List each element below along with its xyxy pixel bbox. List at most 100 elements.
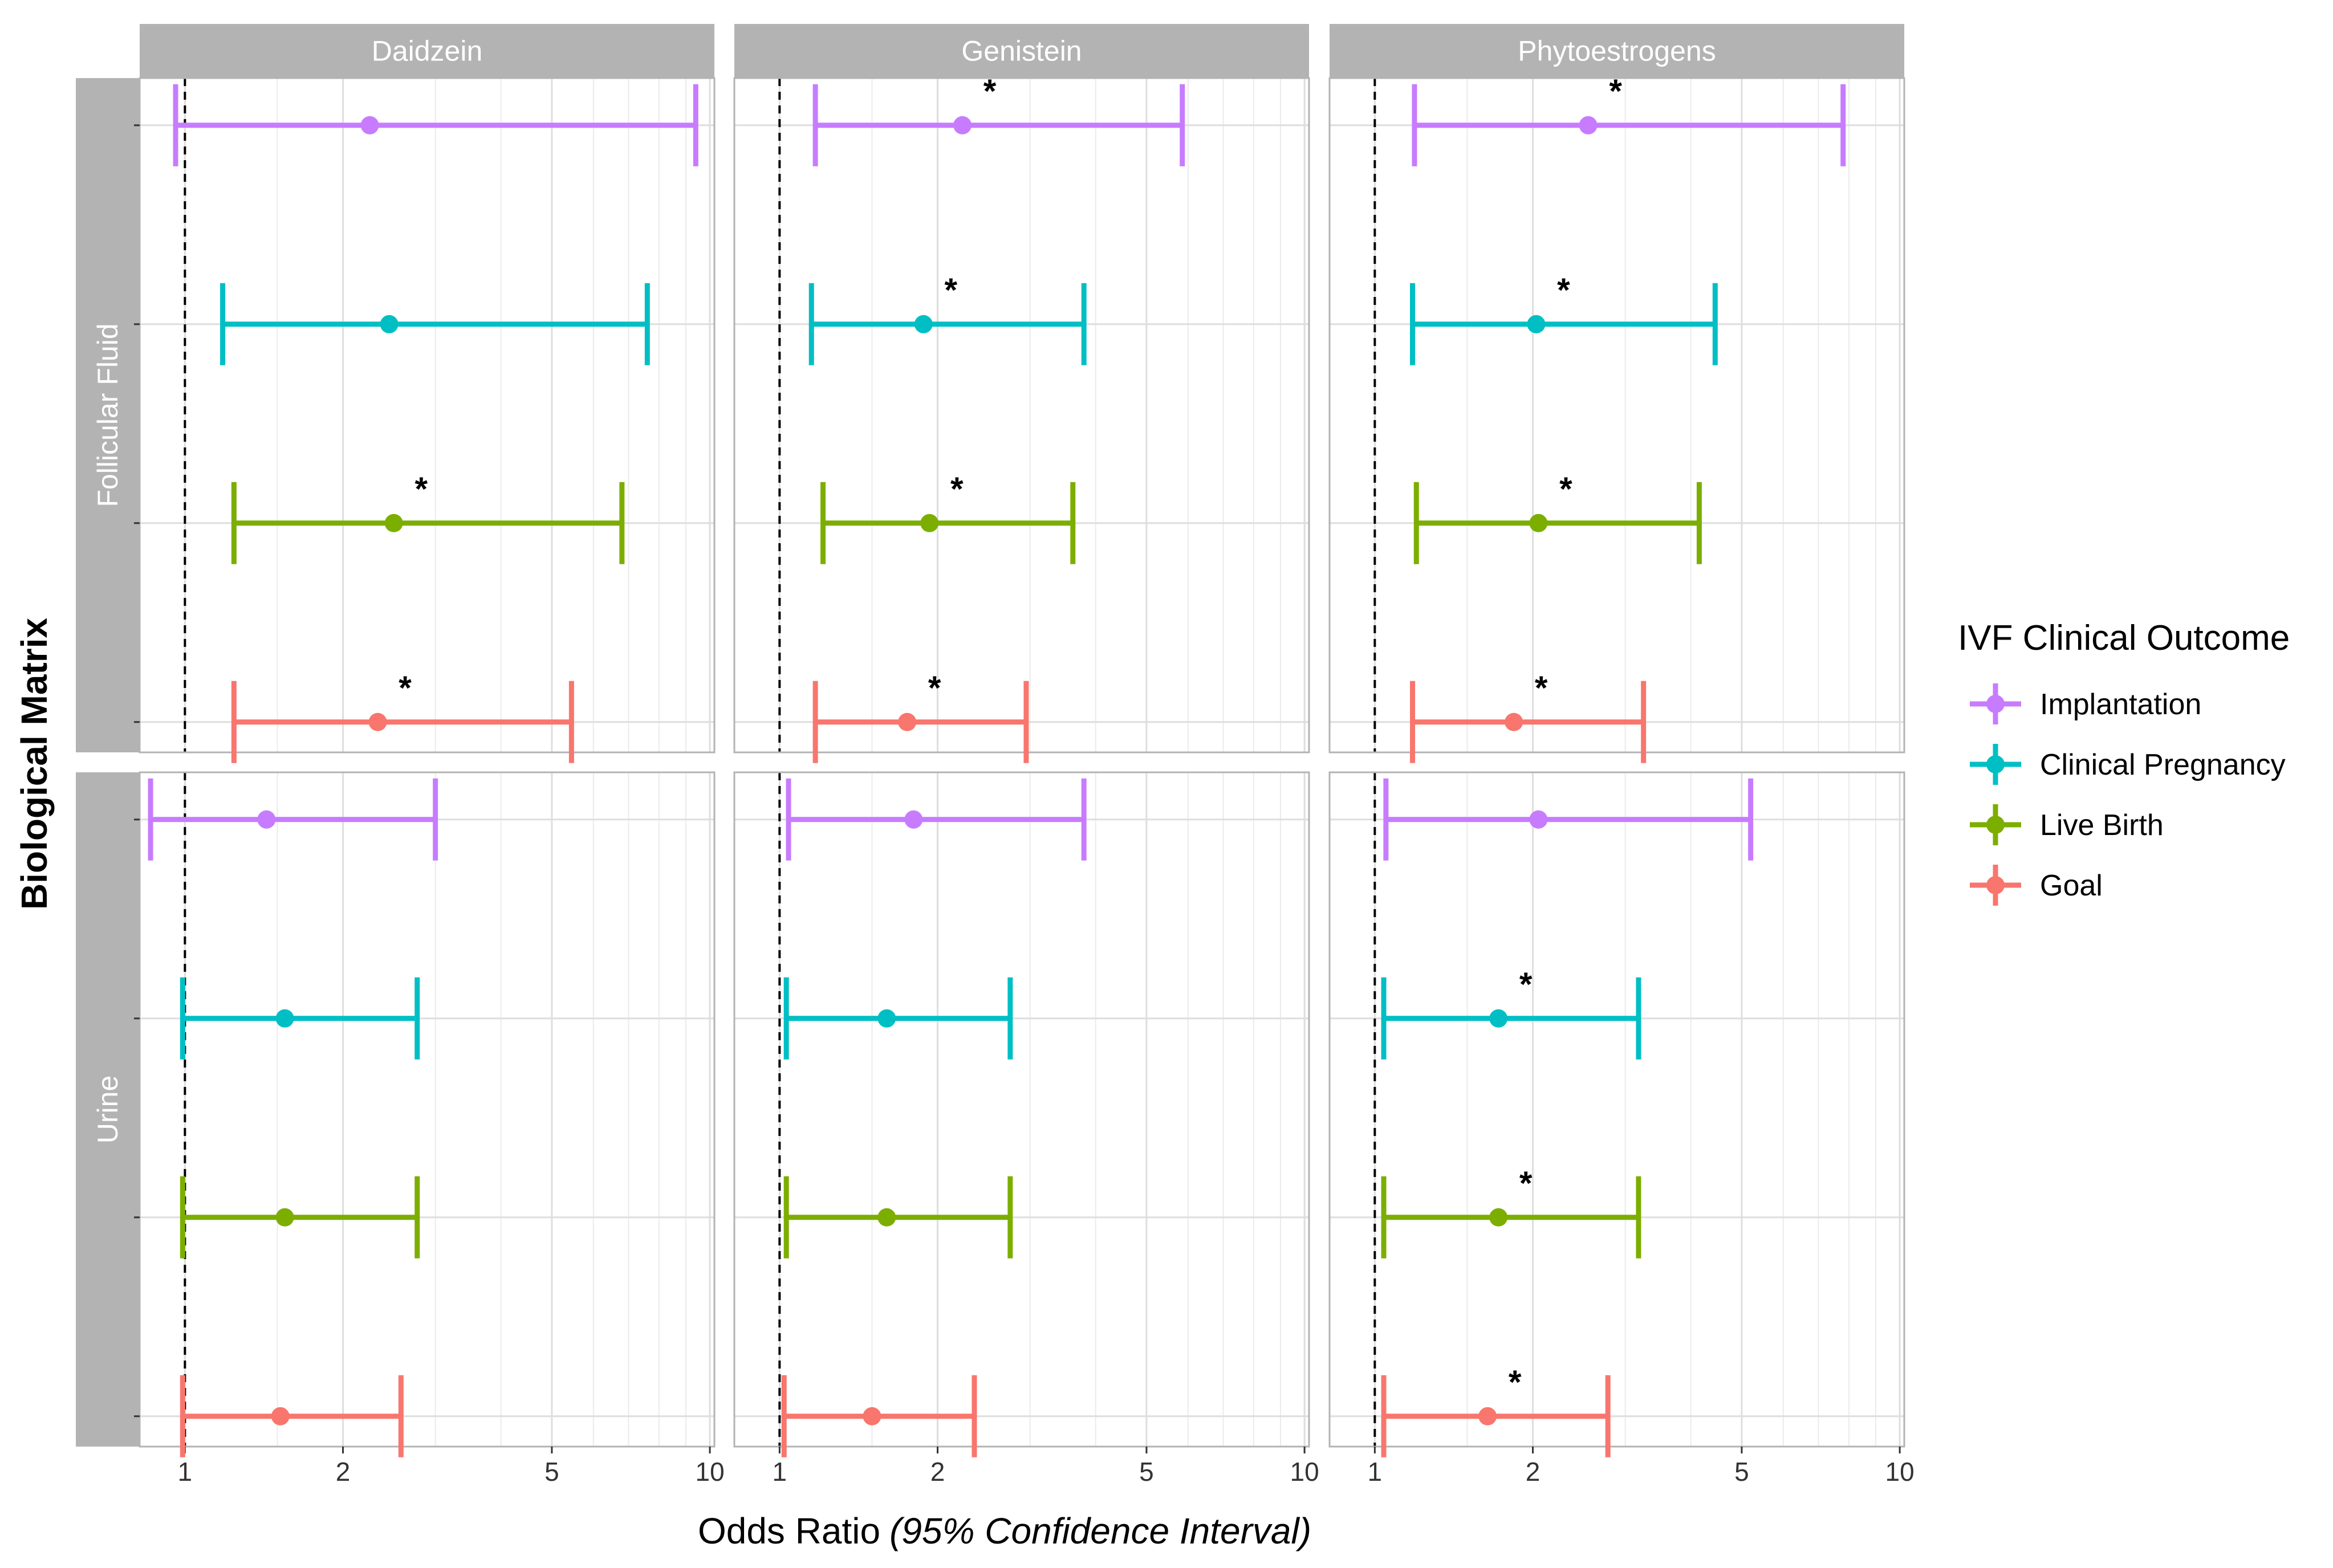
estimate-urine-genistein-goal (781, 1375, 977, 1457)
point-estimate (380, 315, 399, 333)
x-tick-label: 10 (1885, 1457, 1914, 1486)
point-estimate (271, 1407, 290, 1426)
row-strip-bg (76, 78, 140, 752)
significance-star: * (1519, 966, 1533, 1003)
legend-label: Goal (2040, 869, 2103, 902)
x-axis-genistein: 1 2 5 10 (773, 1447, 1319, 1486)
point-estimate (863, 1407, 881, 1426)
row-strip-urine: Urine (76, 772, 140, 1447)
x-axis-title: Odds Ratio (95% Confidence Interval) (698, 1510, 1311, 1551)
column-strip-label: Genistein (961, 35, 1082, 67)
point-estimate (877, 1009, 896, 1028)
x-axis-title-italic: (95% Confidence Interval) (889, 1510, 1311, 1551)
panel-follicular-fluid-phytoestrogens (1328, 77, 1905, 754)
panel-follicular-fluid-daidzein (139, 77, 716, 754)
estimate-urine-daidzein-goal (180, 1375, 404, 1457)
point-estimate (1527, 315, 1546, 333)
significance-star: * (1519, 1165, 1533, 1202)
legend-label: Clinical Pregnancy (2040, 748, 2286, 781)
row-strip-follicular-fluid: Follicular Fluid (76, 78, 140, 752)
row-strip-bg (76, 772, 140, 1447)
panel-background (734, 772, 1309, 1447)
legend-key-point (1986, 816, 2005, 834)
legend-item-clinical-pregnancy: Clinical Pregnancy (1970, 744, 2286, 785)
panel-background (1330, 78, 1904, 752)
panel-border (1328, 771, 1905, 1448)
estimate-urine-daidzein-clinical-pregnancy (180, 977, 420, 1060)
estimate-follicular-fluid-phytoestrogens-implantation: * (1412, 73, 1846, 166)
legend-title: IVF Clinical Outcome (1958, 618, 2290, 658)
significance-star: * (950, 471, 964, 508)
x-tick-label: 2 (336, 1457, 351, 1486)
forest-marks: * * * * * * * * * * * * * (148, 73, 1846, 1457)
column-strip-label: Phytoestrogens (1518, 35, 1716, 67)
legend-item-implantation: Implantation (1970, 683, 2201, 724)
point-estimate (877, 1208, 896, 1227)
point-estimate (904, 810, 923, 829)
estimate-urine-genistein-clinical-pregnancy (783, 977, 1013, 1060)
panel-urine-genistein (733, 771, 1310, 1448)
significance-star: * (944, 272, 957, 309)
column-strip-bg (140, 24, 714, 78)
y-axis-title: Biological Matrix (14, 618, 55, 910)
significance-star: * (983, 73, 997, 110)
point-estimate (1489, 1009, 1508, 1028)
estimate-follicular-fluid-genistein-implantation: * (812, 73, 1185, 166)
point-estimate (953, 116, 972, 135)
estimate-urine-phytoestrogens-goal: * (1381, 1364, 1611, 1457)
estimate-urine-phytoestrogens-implantation (1383, 778, 1754, 861)
x-tick-label: 1 (1368, 1457, 1383, 1486)
x-tick-label: 1 (178, 1457, 193, 1486)
point-estimate (275, 1009, 294, 1028)
column-strip-bg (734, 24, 1309, 78)
x-tick-label: 10 (1290, 1457, 1319, 1486)
column-strip-genistein: Genistein (734, 24, 1309, 78)
x-axis-title-main: Odds Ratio (698, 1510, 880, 1551)
legend-item-goal: Goal (1970, 865, 2103, 906)
estimate-follicular-fluid-daidzein-clinical-pregnancy (220, 283, 650, 365)
legend-label: Live Birth (2040, 809, 2164, 842)
point-estimate (1489, 1208, 1508, 1227)
panel-background (1330, 772, 1904, 1447)
significance-star: * (399, 670, 412, 707)
x-tick-label: 2 (1526, 1457, 1541, 1486)
significance-star: * (1509, 1364, 1522, 1401)
significance-star: * (414, 471, 428, 508)
legend-key-point (1986, 755, 2005, 773)
significance-star: * (1535, 670, 1548, 707)
panel-background (140, 78, 714, 752)
x-axes: 1 2 5 10 1 2 5 10 1 2 5 10 (134, 124, 1915, 1486)
panel-follicular-fluid-genistein (733, 77, 1310, 754)
significance-star: * (1557, 272, 1570, 309)
facet-strips: Daidzein Genistein Phytoestrogens Follicula… (76, 24, 1904, 1447)
significance-star: * (1559, 471, 1572, 508)
x-tick-label: 2 (930, 1457, 945, 1486)
estimate-urine-genistein-live-birth (783, 1176, 1013, 1259)
column-strip-phytoestrogens: Phytoestrogens (1330, 24, 1904, 78)
point-estimate (1579, 116, 1598, 135)
panel-background (734, 78, 1309, 752)
point-estimate (1478, 1407, 1497, 1426)
estimate-urine-phytoestrogens-clinical-pregnancy: * (1381, 966, 1641, 1060)
legend-item-live-birth: Live Birth (1970, 804, 2164, 845)
significance-star: * (1609, 73, 1622, 110)
point-estimate (368, 712, 387, 731)
row-strip-label: Urine (92, 1076, 124, 1143)
panel-border (733, 771, 1310, 1448)
estimate-follicular-fluid-genistein-live-birth: * (820, 471, 1076, 564)
point-estimate (384, 514, 403, 532)
estimate-follicular-fluid-genistein-goal: * (812, 670, 1029, 763)
point-estimate (920, 514, 939, 532)
row-strip-label: Follicular Fluid (92, 323, 124, 507)
estimate-urine-genistein-implantation (786, 778, 1087, 861)
column-strip-daidzein: Daidzein (140, 24, 714, 78)
panel-background (140, 772, 714, 1447)
x-tick-label: 10 (695, 1457, 724, 1486)
point-estimate (898, 712, 917, 731)
legend-key-point (1986, 695, 2005, 713)
x-axis-daidzein: 1 2 5 10 (178, 1447, 725, 1486)
estimate-follicular-fluid-phytoestrogens-live-birth: * (1413, 471, 1702, 564)
x-tick-label: 1 (773, 1457, 787, 1486)
estimate-follicular-fluid-daidzein-live-birth: * (231, 471, 625, 564)
